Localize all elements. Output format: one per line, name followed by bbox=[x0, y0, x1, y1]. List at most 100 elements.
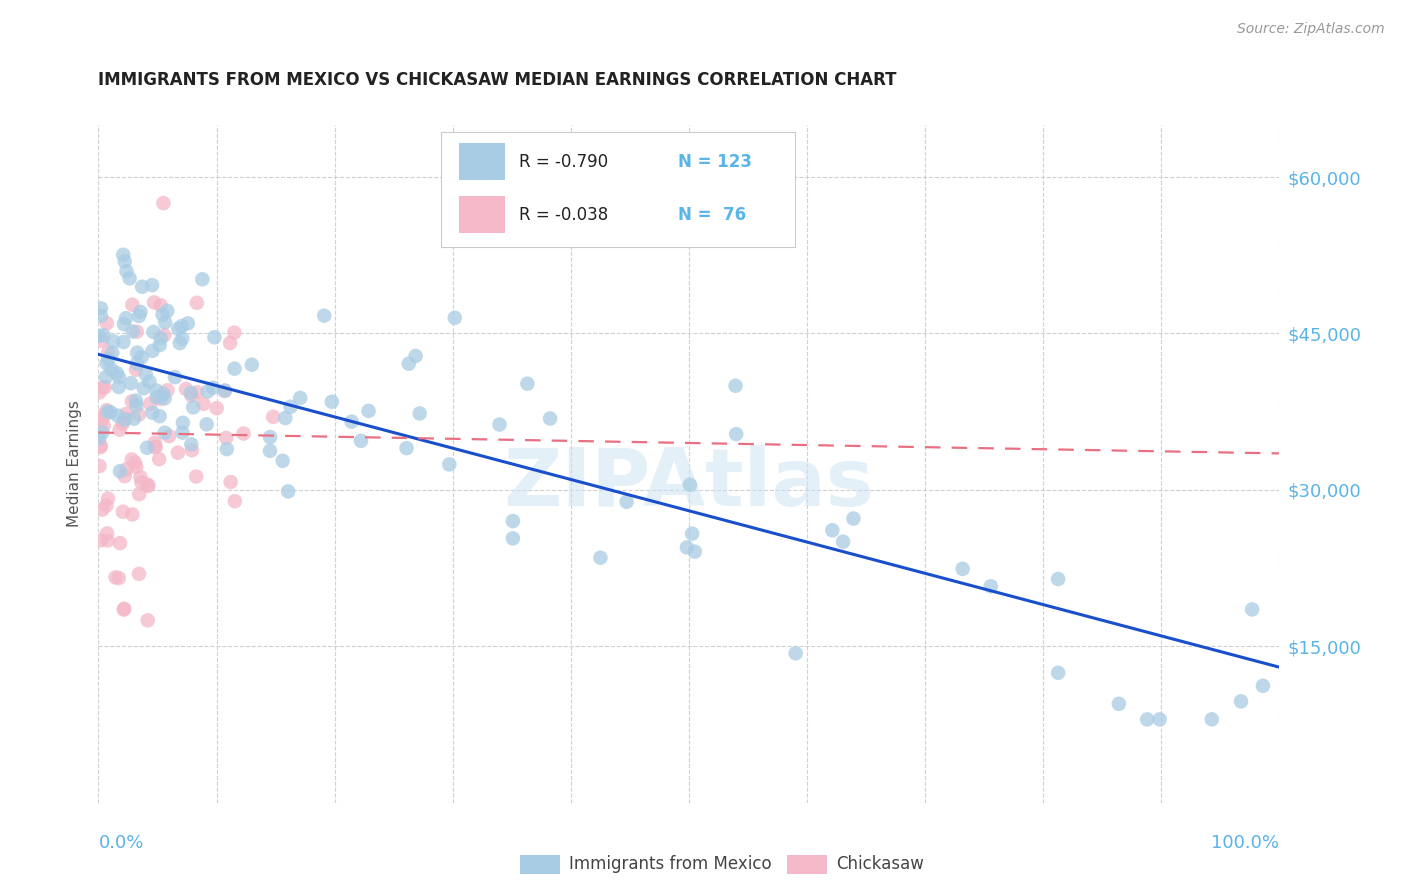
Point bbox=[100, 405, 122, 419]
Point bbox=[616, 495, 638, 509]
Point bbox=[143, 435, 166, 450]
Point bbox=[94, 370, 117, 384]
Point bbox=[821, 523, 844, 537]
Point bbox=[280, 400, 302, 414]
Point bbox=[96, 356, 118, 370]
Point bbox=[1108, 697, 1130, 711]
Point bbox=[785, 646, 807, 660]
Point bbox=[172, 425, 194, 440]
Point bbox=[125, 362, 148, 376]
Text: R = -0.038: R = -0.038 bbox=[519, 206, 609, 224]
Point bbox=[219, 475, 242, 489]
Point bbox=[135, 368, 157, 382]
Point bbox=[149, 331, 172, 345]
Point bbox=[443, 310, 465, 325]
Point bbox=[131, 279, 153, 293]
Point bbox=[180, 443, 202, 458]
Point bbox=[131, 351, 153, 365]
Point bbox=[87, 328, 110, 343]
Text: Source: ZipAtlas.com: Source: ZipAtlas.com bbox=[1237, 22, 1385, 37]
Point bbox=[262, 409, 284, 424]
Point bbox=[184, 469, 207, 483]
Point bbox=[395, 441, 418, 455]
Point bbox=[91, 380, 114, 394]
Point bbox=[96, 316, 118, 330]
Point bbox=[115, 407, 138, 421]
Point bbox=[112, 602, 135, 616]
Point bbox=[136, 613, 159, 627]
Point bbox=[145, 384, 167, 398]
Point bbox=[115, 264, 138, 278]
Point bbox=[186, 385, 208, 400]
Point bbox=[112, 601, 135, 615]
Point bbox=[439, 458, 461, 472]
Point bbox=[398, 357, 420, 371]
Point bbox=[152, 308, 174, 322]
Point bbox=[271, 454, 294, 468]
Point bbox=[89, 385, 111, 400]
Point bbox=[141, 278, 163, 293]
Point bbox=[1241, 602, 1264, 616]
Point bbox=[89, 431, 111, 445]
Point bbox=[97, 533, 120, 548]
Point bbox=[128, 566, 150, 581]
Point bbox=[114, 411, 136, 425]
Point bbox=[108, 536, 131, 550]
Point bbox=[121, 394, 143, 409]
Point bbox=[215, 442, 238, 456]
Point bbox=[121, 298, 143, 312]
Point bbox=[681, 526, 703, 541]
Point bbox=[516, 376, 538, 391]
Point bbox=[108, 370, 131, 384]
Text: ZIPAtlas: ZIPAtlas bbox=[503, 445, 875, 524]
Point bbox=[90, 309, 112, 323]
Point bbox=[683, 544, 706, 558]
Text: IMMIGRANTS FROM MEXICO VS CHICKASAW MEDIAN EARNINGS CORRELATION CHART: IMMIGRANTS FROM MEXICO VS CHICKASAW MEDI… bbox=[98, 71, 897, 89]
Point bbox=[357, 404, 380, 418]
Point bbox=[240, 358, 263, 372]
Point bbox=[114, 254, 136, 268]
Point bbox=[204, 330, 226, 344]
Point bbox=[149, 298, 172, 312]
Point bbox=[181, 401, 204, 415]
Point bbox=[96, 526, 118, 541]
Text: N =  76: N = 76 bbox=[678, 206, 747, 224]
Point bbox=[101, 345, 124, 359]
Point bbox=[488, 417, 510, 432]
Point bbox=[136, 477, 159, 491]
Point bbox=[167, 322, 190, 336]
Point bbox=[1251, 679, 1274, 693]
Point bbox=[121, 452, 143, 467]
Point bbox=[538, 411, 561, 425]
Point bbox=[89, 458, 111, 473]
Point bbox=[97, 352, 120, 367]
Point bbox=[350, 434, 373, 448]
Point bbox=[103, 334, 125, 349]
Point bbox=[93, 408, 115, 422]
Point bbox=[163, 370, 186, 384]
Point bbox=[191, 272, 214, 286]
Point bbox=[89, 440, 111, 454]
Point bbox=[114, 469, 136, 483]
Point bbox=[145, 440, 167, 454]
Point bbox=[111, 505, 134, 519]
Point bbox=[224, 326, 246, 340]
Point bbox=[124, 456, 146, 470]
Text: Chickasaw: Chickasaw bbox=[837, 855, 925, 873]
Point bbox=[96, 403, 118, 417]
Point bbox=[589, 550, 612, 565]
Point bbox=[104, 570, 127, 584]
Point bbox=[143, 295, 166, 310]
Point bbox=[128, 487, 150, 501]
Point bbox=[108, 464, 131, 478]
Point bbox=[186, 295, 208, 310]
Point bbox=[321, 394, 343, 409]
Point bbox=[121, 508, 143, 522]
Point bbox=[96, 499, 118, 513]
Point bbox=[842, 511, 865, 525]
Point bbox=[153, 392, 176, 406]
Point bbox=[502, 514, 524, 528]
Point bbox=[97, 491, 120, 506]
Point bbox=[141, 343, 163, 358]
Point bbox=[219, 336, 242, 351]
